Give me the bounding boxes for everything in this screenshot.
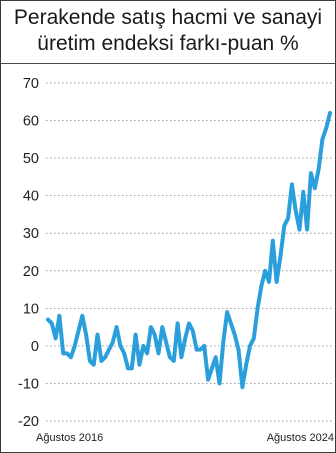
title-divider <box>0 63 336 64</box>
series-line <box>46 111 332 390</box>
chart-title-line-1: Perakende satış hacmi ve sanayi <box>13 6 323 29</box>
y-tick-label: 20 <box>23 264 39 280</box>
x-tick-label-start: Ağustos 2016 <box>36 432 103 444</box>
y-tick-label: -20 <box>18 414 39 430</box>
y-axis: 70 60 50 40 30 20 10 0 -10 -20 <box>18 76 39 430</box>
y-tick-label: 70 <box>23 76 39 92</box>
y-tick-label: 40 <box>23 189 39 205</box>
x-tick-label-end: Ağustos 2024 <box>267 432 334 444</box>
y-tick-label: 60 <box>23 114 39 130</box>
chart-title-line-2: üretim endeksi farkı-puan % <box>37 32 299 55</box>
y-tick-label: 30 <box>23 226 39 242</box>
y-tick-label: 10 <box>23 301 39 317</box>
series-layer <box>46 111 332 390</box>
y-tick-label: -10 <box>18 376 39 392</box>
y-tick-label: 0 <box>31 339 39 355</box>
grid-layer <box>46 82 334 422</box>
x-axis: Ağustos 2016 Ağustos 2024 <box>36 432 334 444</box>
y-tick-label: 50 <box>23 151 39 167</box>
